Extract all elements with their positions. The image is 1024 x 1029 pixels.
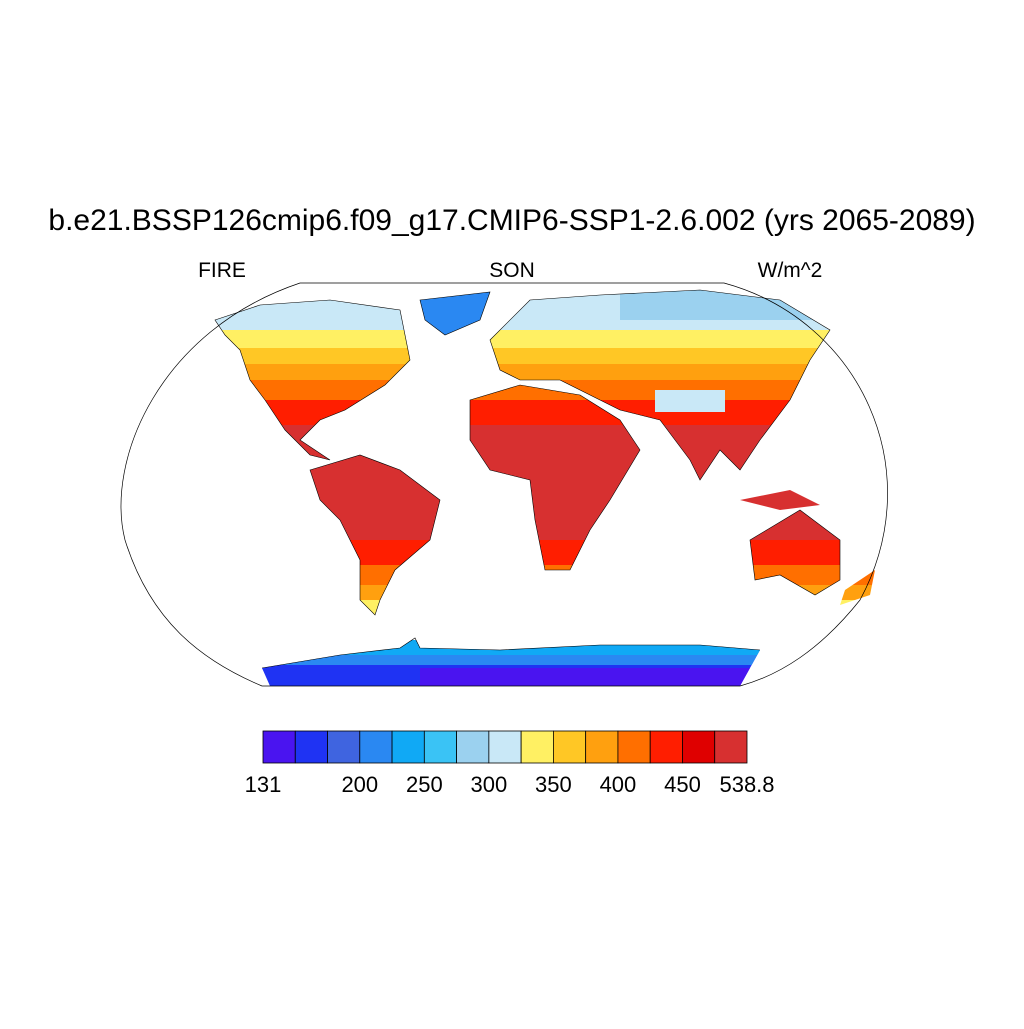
colorbar-label: 250 — [406, 772, 443, 797]
colorbar-label: 300 — [471, 772, 508, 797]
map — [120, 282, 888, 687]
center-subtitle: SON — [489, 259, 535, 282]
colorbar-box — [327, 730, 361, 764]
antarctica-field — [262, 640, 760, 686]
colorbar-box — [682, 730, 716, 764]
colorbar-label: 400 — [600, 772, 637, 797]
colorbar-box — [617, 730, 651, 764]
colorbar-label: 450 — [664, 772, 701, 797]
colorbar: 131 200 250 300 350 400 450 538.8 — [245, 730, 775, 797]
colorbar-label: 131 — [245, 772, 282, 797]
title: b.e21.BSSP126cmip6.f09_g17.CMIP6-SSP1-2.… — [48, 204, 975, 237]
colorbar-box — [585, 730, 619, 764]
colorbar-box — [520, 730, 554, 764]
colorbar-label: 350 — [535, 772, 572, 797]
colorbar-label: 200 — [341, 772, 378, 797]
colorbar-box — [649, 730, 683, 764]
colorbar-label: 538.8 — [719, 772, 774, 797]
colorbar-box — [714, 730, 748, 764]
colorbar-box — [391, 730, 425, 764]
colorbar-box — [553, 730, 587, 764]
left-subtitle: FIRE — [198, 259, 246, 282]
greenland — [419, 291, 491, 336]
map-border — [120, 282, 888, 687]
colorbar-box — [294, 730, 328, 764]
colorbar-box — [423, 730, 458, 764]
land-field — [215, 290, 875, 615]
coastlines — [214, 289, 841, 669]
right-subtitle: W/m^2 — [758, 259, 823, 282]
colorbar-box — [488, 730, 522, 764]
colorbar-box — [456, 730, 490, 764]
colorbar-box — [262, 730, 296, 764]
colorbar-box — [359, 730, 393, 764]
